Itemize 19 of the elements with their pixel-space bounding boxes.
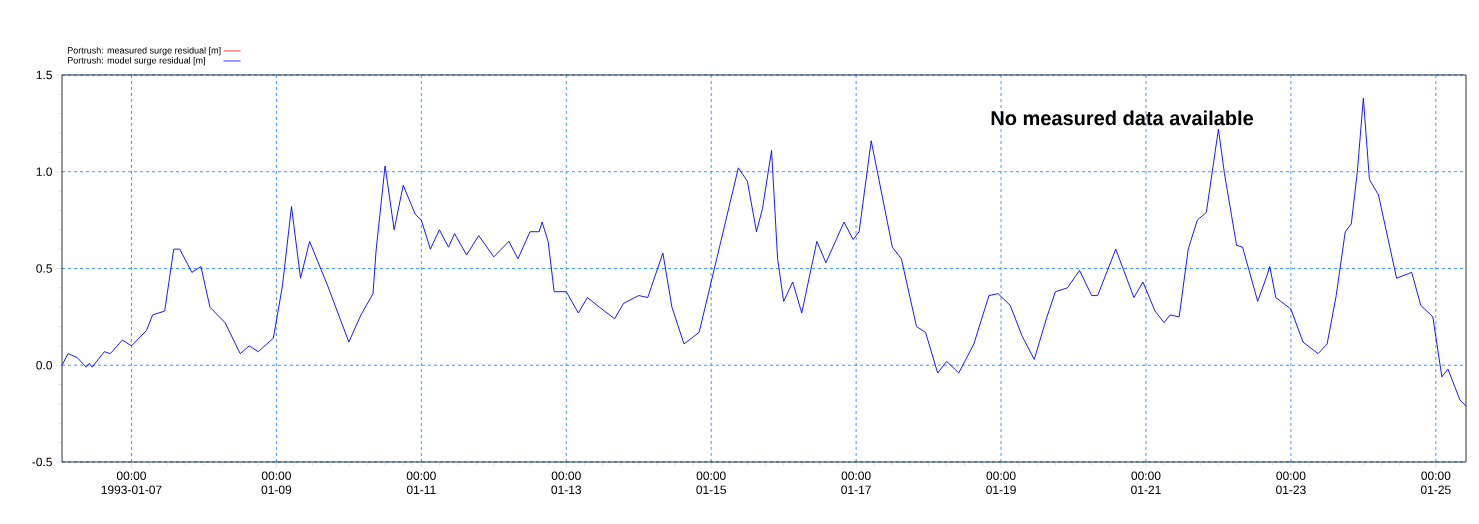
- y-tick-label: 1.5: [36, 70, 52, 80]
- x-tick-label: 00:00 1993-01-07: [101, 471, 162, 495]
- y-tick-label: 0.0: [36, 360, 53, 370]
- x-tick-label: 00:00 01-11: [406, 471, 436, 495]
- x-tick-label: 00:00 01-23: [1276, 471, 1306, 495]
- legend-label: Portrush: measured surge residual [m]: [67, 46, 221, 56]
- x-tick-label: 00:00 01-09: [261, 471, 292, 495]
- x-tick-label: 00:00 01-25: [1420, 471, 1451, 495]
- legend-label: Portrush: model surge residual [m]: [67, 56, 205, 66]
- annotation: No measured data available: [991, 110, 1254, 126]
- y-tick-label: 0.5: [36, 264, 52, 273]
- x-tick-label: 00:00 01-19: [986, 471, 1016, 495]
- x-tick-label: 00:00 01-17: [841, 471, 871, 495]
- y-tick-label: -0.5: [32, 457, 52, 467]
- x-tick-label: 00:00 01-15: [696, 471, 727, 495]
- x-tick-label: 00:00 01-13: [551, 471, 582, 495]
- y-tick-label: 1.0: [36, 167, 53, 176]
- x-tick-label: 00:00 01-21: [1131, 471, 1161, 495]
- line-series: [62, 97, 1467, 407]
